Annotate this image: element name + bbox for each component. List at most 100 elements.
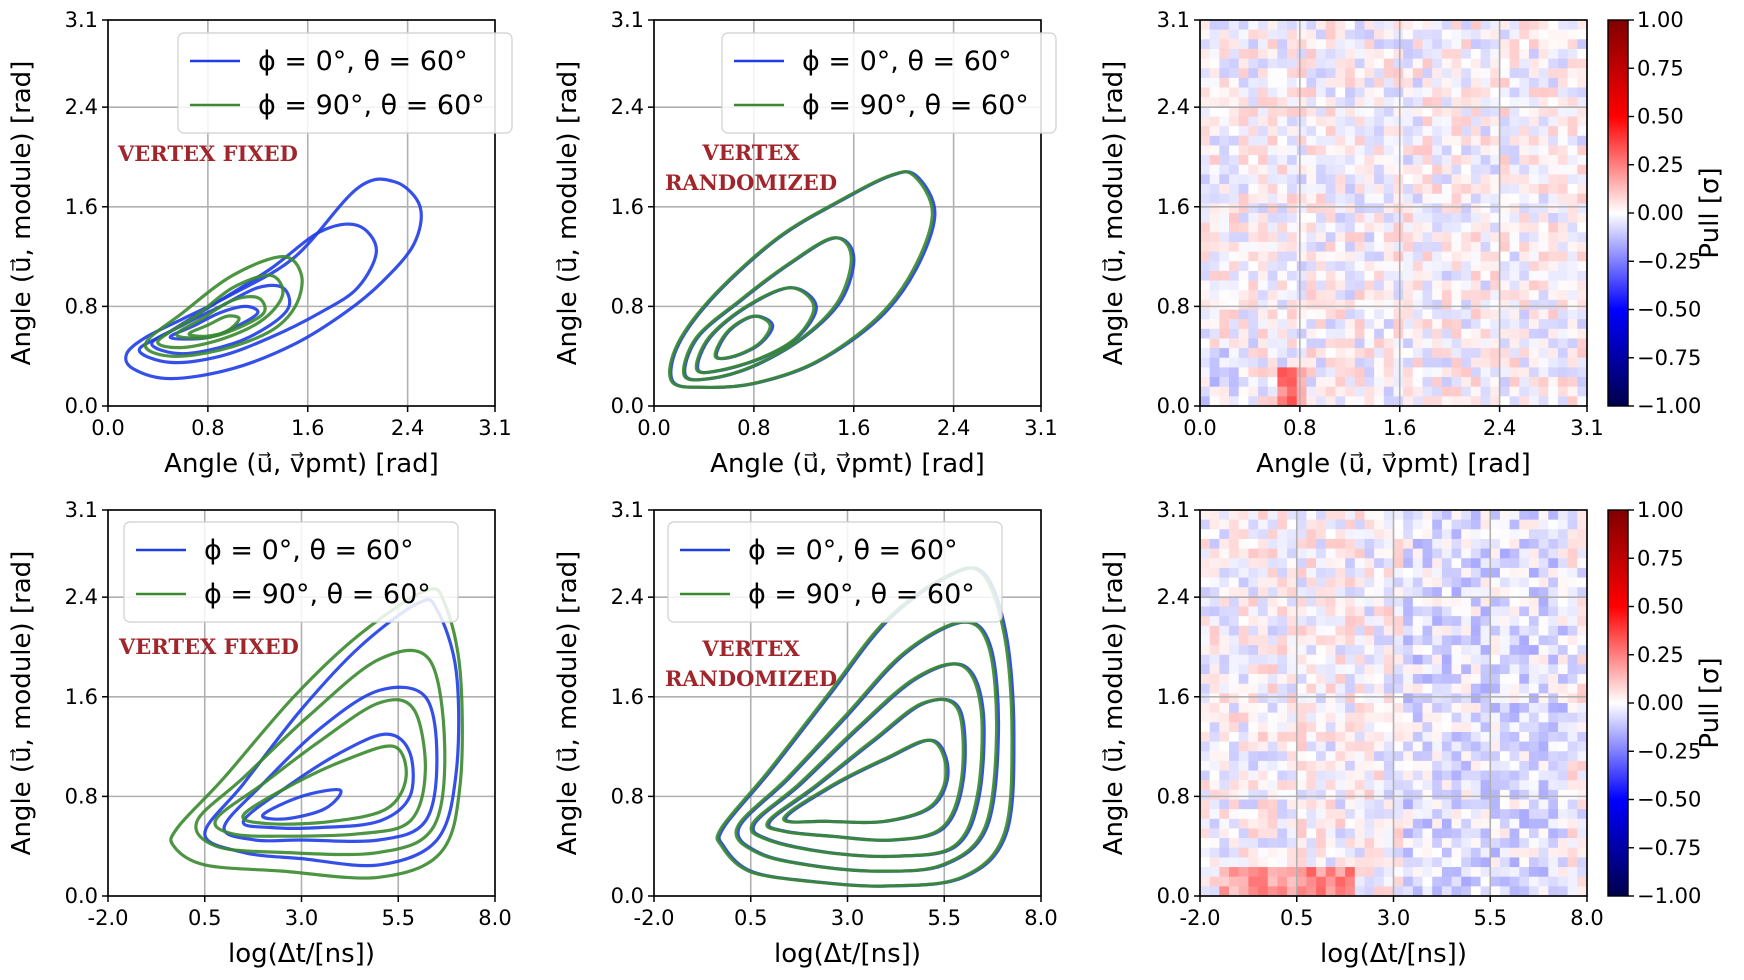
heatmap-cell [1374, 222, 1385, 233]
heatmap-cell [1432, 519, 1443, 530]
heatmap-cell [1480, 693, 1491, 704]
heatmap-cell [1519, 654, 1530, 665]
heatmap-cell [1374, 270, 1385, 281]
heatmap-cell [1403, 135, 1414, 146]
heatmap-cell [1490, 683, 1501, 694]
heatmap-cell [1567, 377, 1578, 388]
heatmap-cell [1229, 213, 1240, 224]
heatmap-cell [1345, 203, 1356, 214]
heatmap-cell [1451, 760, 1462, 771]
heatmap-cell [1267, 789, 1278, 800]
heatmap-cell [1248, 193, 1259, 204]
heatmap-cell [1567, 799, 1578, 810]
heatmap-cell [1432, 299, 1443, 310]
heatmap-cell [1528, 760, 1540, 771]
heatmap-cell [1209, 299, 1220, 310]
heatmap-cell [1277, 377, 1288, 388]
heatmap-cell [1422, 145, 1433, 156]
heatmap-cell [1577, 97, 1587, 108]
heatmap-cell [1451, 847, 1462, 858]
heatmap-cell [1461, 299, 1472, 310]
heatmap-cell [1538, 309, 1549, 320]
heatmap-cell [1470, 174, 1481, 185]
heatmap-cell [1557, 867, 1569, 878]
heatmap-cell [1267, 377, 1278, 388]
heatmap-cell [1325, 116, 1336, 127]
heatmap-cell [1519, 309, 1530, 320]
heatmap-cell [1277, 712, 1288, 723]
heatmap-cell [1316, 39, 1327, 50]
heatmap-cell [1490, 357, 1501, 368]
heatmap-cell [1277, 184, 1288, 195]
heatmap-cell [1567, 770, 1578, 781]
y-tick-label: 3.1 [611, 498, 644, 522]
heatmap-cell [1345, 309, 1356, 320]
heatmap-cell [1258, 828, 1269, 839]
heatmap-cell [1567, 319, 1578, 330]
heatmap-cell [1548, 309, 1559, 320]
heatmap-cell [1509, 538, 1520, 549]
heatmap-cell [1393, 664, 1404, 675]
heatmap-cell [1335, 126, 1346, 137]
heatmap-cell [1538, 396, 1549, 406]
heatmap-cell [1267, 309, 1278, 320]
heatmap-cell [1354, 20, 1365, 31]
heatmap-cell [1248, 838, 1259, 849]
heatmap-cell [1412, 760, 1423, 771]
heatmap-cell [1567, 712, 1578, 723]
heatmap-cell [1499, 348, 1510, 359]
heatmap-cell [1490, 731, 1501, 742]
heatmap-cell [1306, 116, 1317, 127]
heatmap-cell [1480, 222, 1491, 233]
heatmap-cell [1306, 828, 1317, 839]
heatmap-cell [1316, 280, 1327, 291]
heatmap-cell [1296, 309, 1307, 320]
heatmap-cell [1345, 77, 1356, 88]
heatmap-cell [1238, 203, 1249, 214]
heatmap-cell [1219, 386, 1230, 397]
heatmap-cell [1412, 616, 1423, 627]
heatmap-cell [1248, 396, 1259, 406]
heatmap-cell [1480, 396, 1491, 406]
colorbar-tick-label: 0.00 [1637, 691, 1684, 715]
heatmap-cell [1509, 290, 1520, 301]
heatmap-cell [1383, 789, 1394, 800]
heatmap-cell [1499, 357, 1510, 368]
heatmap-cell [1209, 741, 1220, 752]
heatmap-cell [1548, 319, 1559, 330]
heatmap-cell [1335, 193, 1346, 204]
heatmap-cell [1229, 751, 1240, 762]
heatmap-cell [1200, 857, 1211, 868]
heatmap-cell [1287, 789, 1298, 800]
contour-phi90 [782, 738, 948, 825]
heatmap-cell [1548, 789, 1559, 800]
x-tick-label: 5.5 [928, 906, 961, 930]
colorbar-tick-label: 0.25 [1637, 643, 1684, 667]
heatmap-cell [1451, 309, 1462, 320]
heatmap-cell [1209, 106, 1220, 117]
heatmap-cell [1325, 97, 1336, 108]
heatmap-cell [1345, 519, 1356, 530]
heatmap-cell [1422, 299, 1433, 310]
heatmap-cell [1383, 241, 1394, 252]
heatmap-cell [1393, 857, 1404, 868]
heatmap-cell [1538, 722, 1549, 733]
heatmap-cell [1403, 674, 1414, 685]
heatmap-cell [1577, 213, 1587, 224]
heatmap-cell [1528, 280, 1540, 291]
heatmap-cell [1412, 319, 1423, 330]
heatmap-cell [1548, 847, 1559, 858]
heatmap-cell [1499, 548, 1510, 559]
heatmap-cell [1200, 847, 1211, 858]
heatmap-cell [1258, 39, 1269, 50]
heatmap-cell [1374, 645, 1385, 656]
heatmap-cell [1490, 625, 1501, 636]
heatmap-cell [1316, 106, 1327, 117]
heatmap-cell [1403, 876, 1414, 887]
heatmap-cell [1499, 654, 1510, 665]
heatmap-cell [1229, 309, 1240, 320]
heatmap-cell [1432, 348, 1443, 359]
heatmap-cell [1509, 558, 1520, 569]
heatmap-cell [1538, 828, 1549, 839]
heatmap-cell [1296, 596, 1307, 607]
